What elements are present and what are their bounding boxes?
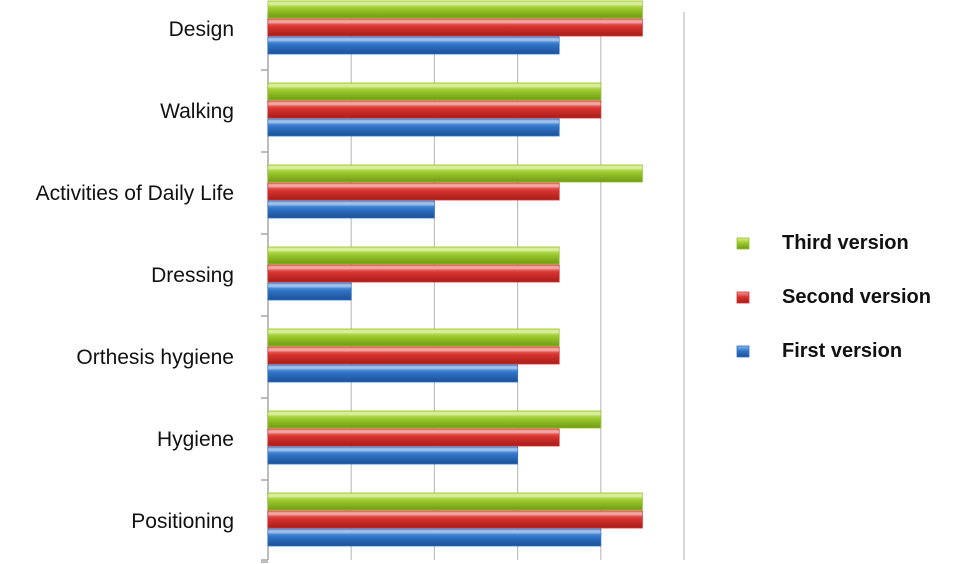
bar-highlight <box>268 330 560 334</box>
bar-body <box>267 428 560 447</box>
bar <box>267 264 560 283</box>
bar-body <box>267 410 602 429</box>
bar <box>267 428 560 447</box>
bar <box>267 118 560 137</box>
bar-body <box>267 346 560 365</box>
legend-swatch <box>736 237 750 250</box>
category-label: Dressing <box>151 264 234 287</box>
legend-item: First version <box>736 340 902 362</box>
bar-body <box>267 492 643 511</box>
bar-body <box>267 446 519 465</box>
bar-highlight <box>268 184 560 188</box>
bar-highlight <box>268 20 643 24</box>
bar-highlight <box>268 494 643 498</box>
bar <box>267 328 560 347</box>
bar-body <box>267 528 602 547</box>
bar-highlight <box>268 266 560 270</box>
bar <box>267 446 519 465</box>
bar-body <box>267 264 560 283</box>
bar-body <box>267 164 643 183</box>
bar-highlight <box>268 166 643 170</box>
category-label: Orthesis hygiene <box>76 346 234 369</box>
bar-highlight <box>268 102 601 106</box>
legend-item: Third version <box>736 232 909 254</box>
bar <box>267 492 643 511</box>
bar <box>267 282 352 301</box>
bar-highlight <box>268 38 560 42</box>
bar-highlight <box>268 366 518 370</box>
bars <box>267 0 643 547</box>
bar-highlight <box>268 448 518 452</box>
bar <box>267 364 519 383</box>
bar-highlight <box>268 248 560 252</box>
bar <box>267 528 602 547</box>
category-label: Walking <box>160 100 234 123</box>
bar <box>267 510 643 529</box>
y-axis <box>261 12 269 563</box>
bar <box>267 100 602 119</box>
bar <box>267 18 643 37</box>
legend-label: First version <box>782 340 902 362</box>
legend-item: Second version <box>736 286 931 308</box>
bar <box>267 182 560 201</box>
bar-highlight <box>268 202 435 206</box>
bar-highlight <box>268 530 601 534</box>
category-labels: Design Walking Activities of Daily Life Dre… <box>36 18 234 533</box>
bar-body <box>267 182 560 201</box>
category-label: Positioning <box>131 510 234 533</box>
bar-body <box>267 82 602 101</box>
legend-swatch <box>736 345 750 358</box>
bar-highlight <box>268 512 643 516</box>
bar-body <box>267 510 643 529</box>
bar-highlight <box>268 2 643 6</box>
bar-body <box>267 100 602 119</box>
bar <box>267 410 602 429</box>
category-label: Design <box>169 18 234 41</box>
legend-label: Second version <box>782 286 931 308</box>
bar <box>267 246 560 265</box>
bar-body <box>267 328 560 347</box>
bar-body <box>267 364 519 383</box>
legend-swatch <box>736 291 750 304</box>
bar-body <box>267 246 560 265</box>
bar <box>267 36 560 55</box>
bar <box>267 164 643 183</box>
bar-body <box>267 200 435 219</box>
bar-body <box>267 0 643 19</box>
bar-body <box>267 282 352 301</box>
bar <box>267 200 435 219</box>
bar <box>267 82 602 101</box>
category-label: Hygiene <box>157 428 234 451</box>
bar-highlight <box>268 348 560 352</box>
bar-body <box>267 118 560 137</box>
bar <box>267 0 643 19</box>
bar-body <box>267 18 643 37</box>
bar-highlight <box>268 84 601 88</box>
bar-highlight <box>268 412 601 416</box>
category-label: Activities of Daily Life <box>36 182 234 205</box>
bar <box>267 346 560 365</box>
bar-highlight <box>268 120 560 124</box>
legend: Third version Second version First version <box>736 232 931 362</box>
bar-highlight <box>268 284 352 288</box>
bar-body <box>267 36 560 55</box>
legend-label: Third version <box>782 232 909 254</box>
bar-highlight <box>268 430 560 434</box>
